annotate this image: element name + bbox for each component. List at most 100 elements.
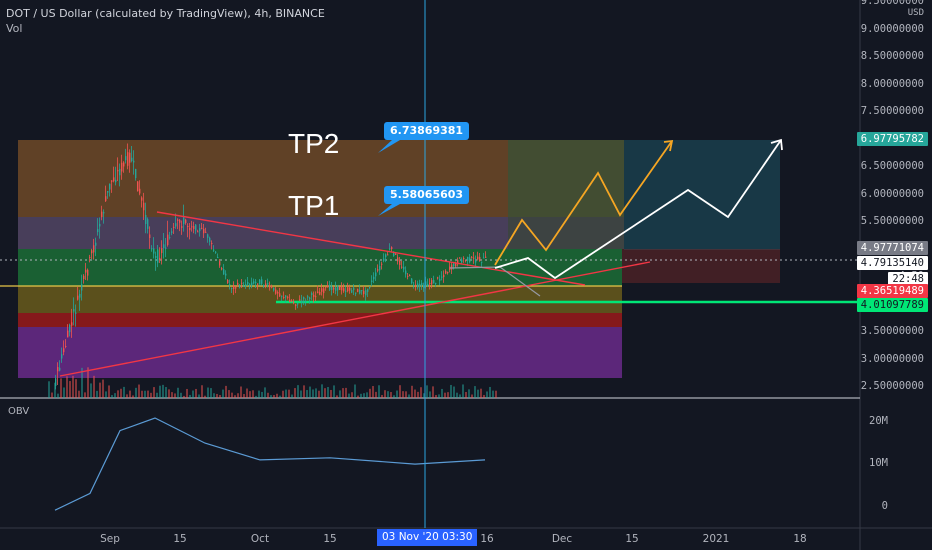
volume-bar [351, 392, 353, 398]
volume-bar [480, 388, 482, 398]
volume-bar [225, 385, 227, 398]
volume-bar [75, 379, 77, 398]
candle-body [263, 284, 265, 287]
volume-bar [210, 388, 212, 398]
candle-body [331, 286, 333, 291]
price-tag: 6.97795782 [856, 132, 928, 146]
volume-bar [114, 393, 116, 398]
volume-bar [138, 384, 140, 398]
candle-body [265, 283, 267, 286]
price-tick: 6.00000000 [860, 187, 924, 200]
candle-body [63, 348, 65, 353]
volume-bar [300, 390, 302, 398]
candle-body [321, 288, 323, 292]
candle-body [235, 287, 237, 289]
candle-body [237, 282, 239, 285]
candle-body [299, 299, 301, 301]
volume-bar [327, 386, 329, 398]
candle-body [369, 286, 371, 288]
volume-bar [378, 385, 380, 398]
volume-bar [180, 392, 182, 398]
candle-body [57, 367, 59, 372]
symbol-title[interactable]: DOT / US Dollar (calculated by TradingVi… [6, 7, 325, 20]
time-tick: Sep [100, 533, 120, 545]
price-tick: 9.50000000 [860, 0, 924, 7]
candle-body [337, 285, 339, 291]
candle-body [357, 289, 359, 292]
candle-body [389, 248, 391, 250]
candle-body [99, 223, 101, 227]
candle-body [433, 280, 435, 284]
candle-body [293, 302, 295, 304]
candle-body [435, 282, 437, 284]
volume-bar [495, 390, 497, 398]
volume-bar [117, 390, 119, 398]
candle-body [465, 260, 467, 262]
price-tick: 8.00000000 [860, 77, 924, 90]
candle-body [195, 224, 197, 231]
candle-body [355, 292, 357, 294]
volume-bar [381, 394, 383, 398]
candle-body [187, 225, 189, 227]
volume-bar [333, 385, 335, 398]
volume-bar [285, 389, 287, 398]
volume-bar [108, 385, 110, 398]
candle-body [429, 282, 431, 284]
candle-body [351, 290, 353, 293]
volume-bar [348, 393, 350, 398]
price-tick: 6.50000000 [860, 160, 924, 172]
volume-bar [93, 375, 95, 398]
candle-body [107, 191, 109, 193]
price-tag: 4.36519489 [856, 284, 928, 298]
candle-body [59, 367, 61, 371]
candle-body [101, 211, 103, 218]
candle-body [367, 288, 369, 292]
price-tag: 4.97771074 [856, 241, 928, 255]
volume-bar [153, 387, 155, 398]
volume-bar [405, 391, 407, 398]
candle-body [185, 219, 187, 223]
volume-bar [186, 388, 188, 398]
volume-bar [240, 386, 242, 398]
candle-body [229, 284, 231, 286]
volume-bar [48, 381, 50, 398]
volume-bar [447, 392, 449, 398]
candle-body [359, 290, 361, 294]
volume-bar [462, 384, 464, 398]
candle-body [285, 295, 287, 298]
volume-bar [165, 387, 167, 398]
volume-bar [357, 395, 359, 398]
candle-body [329, 284, 331, 290]
volume-bar [222, 389, 224, 398]
candle-body [447, 272, 449, 274]
candle-body [381, 263, 383, 265]
volume-bar [171, 392, 173, 398]
tp2-price-callout[interactable]: 6.73869381 [384, 122, 470, 140]
candle-body [273, 287, 275, 291]
candle-body [165, 247, 167, 249]
candle-body [341, 286, 343, 291]
volume-bar [87, 367, 89, 398]
candle-body [391, 247, 393, 250]
candle-body [281, 295, 283, 297]
volume-bar [492, 390, 494, 398]
candle-body [427, 283, 429, 286]
candle-body [201, 227, 203, 229]
obv-label[interactable]: OBV [8, 406, 30, 417]
candle-body [481, 261, 483, 263]
volume-bar [156, 392, 158, 398]
crosshair-time-label: 03 Nov '20 03:30 [377, 529, 478, 546]
price-tick: 3.00000000 [860, 352, 924, 365]
volume-label[interactable]: Vol [6, 22, 23, 35]
candle-body [167, 234, 169, 246]
tp1-price-callout[interactable]: 5.58065603 [384, 186, 470, 204]
volume-bar [219, 395, 221, 398]
volume-bar [213, 393, 215, 398]
candle-body [181, 226, 183, 228]
tp1-label: TP1 [288, 190, 340, 221]
candle-body [97, 229, 99, 233]
candle-body [77, 295, 79, 300]
candle-body [317, 291, 319, 294]
